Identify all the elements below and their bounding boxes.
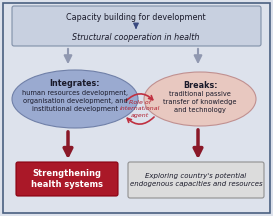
FancyBboxPatch shape	[128, 162, 264, 198]
Text: human resources development,
organisation development, and
institutional develop: human resources development, organisatio…	[22, 90, 128, 112]
FancyBboxPatch shape	[3, 3, 270, 213]
Text: Strengthening
health systems: Strengthening health systems	[31, 169, 103, 189]
Text: Breaks:: Breaks:	[183, 81, 217, 89]
FancyArrowPatch shape	[127, 117, 154, 124]
Ellipse shape	[12, 70, 138, 128]
Text: Capacity building for development: Capacity building for development	[66, 13, 206, 22]
Text: Structural cooperation in health: Structural cooperation in health	[72, 32, 200, 41]
FancyBboxPatch shape	[12, 6, 261, 46]
Text: Role of
international
agent: Role of international agent	[120, 100, 160, 118]
FancyArrowPatch shape	[126, 94, 153, 101]
Text: traditional passive
transfer of knowledge
and technology: traditional passive transfer of knowledg…	[163, 91, 237, 113]
Text: Integrates:: Integrates:	[50, 79, 100, 89]
Text: Exploring country's potential
endogenous capacities and resources: Exploring country's potential endogenous…	[130, 173, 262, 187]
FancyBboxPatch shape	[16, 162, 118, 196]
Ellipse shape	[144, 72, 256, 126]
